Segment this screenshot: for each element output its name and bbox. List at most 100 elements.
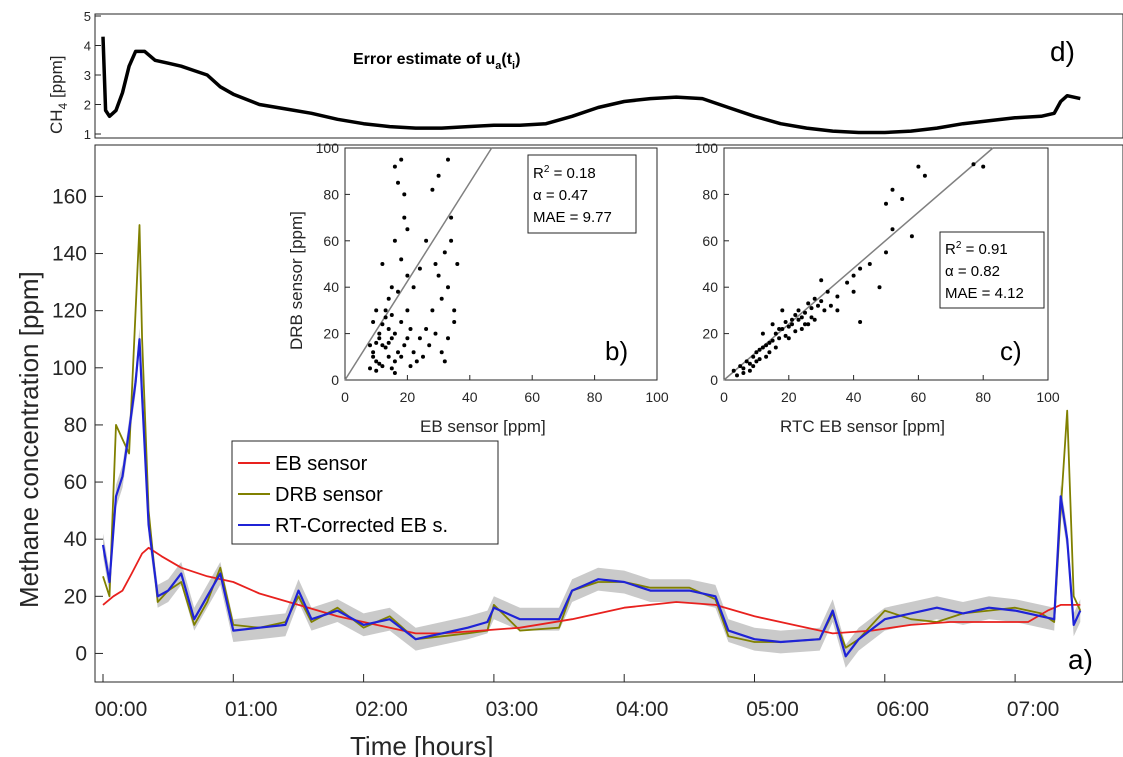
scatter-point [417,336,422,341]
scatter-point [417,266,422,271]
scatter-point [757,347,762,352]
scatter-point [446,336,450,341]
scatter-point [744,359,749,364]
inset-y-tick-label: 60 [323,233,339,249]
scatter-point [822,308,827,313]
stat-line: MAE = 4.12 [945,285,1024,302]
scatter-point [916,164,921,169]
inset-b-stats-box: R2 = 0.18 α = 0.47 MAE = 9.77 [527,154,637,234]
scatter-point [383,308,388,313]
inset-b-y-label: DRB sensor [ppm] [287,211,306,350]
scatter-point [383,345,388,350]
scatter-point [452,308,457,313]
y-tick-label: 160 [52,185,87,208]
scatter-point [851,289,856,294]
scatter-point [751,354,756,359]
inset-x-tick-label: 20 [400,389,416,405]
scatter-point [405,227,410,232]
scatter-point [890,227,895,232]
scatter-point [377,331,382,336]
scatter-point [803,322,807,327]
scatter-point [421,354,425,359]
scatter-point [777,336,782,341]
top-y-tick-label: 5 [84,9,91,24]
stat-line: α = 0.47 [533,187,588,204]
scatter-point [754,350,759,355]
scatter-point [760,345,765,350]
scatter-point [773,345,778,350]
scatter-point [796,317,801,322]
scatter-point [812,296,817,301]
scatter-point [392,371,397,375]
x-tick-label: 02:00 [355,698,408,721]
scatter-point [408,364,413,369]
scatter-point [738,364,743,369]
scatter-point [383,315,388,320]
inset-x-tick-label: 80 [975,389,991,405]
inset-x-tick-label: 80 [587,389,603,405]
scatter-point [799,315,804,320]
scatter-point [399,320,404,324]
scatter-point [374,308,379,313]
scatter-point [374,368,379,373]
scatter-point [747,361,752,366]
scatter-point [405,308,410,313]
inset-c-x-label: RTC EB sensor [ppm] [780,417,945,436]
scatter-point [455,262,460,266]
top-y-tick-label: 4 [84,39,91,54]
scatter-point [399,354,404,359]
panel-label-a: a) [1068,644,1093,675]
inset-y-tick-label: 100 [316,140,340,156]
top-y-ticks: 1 2 3 4 5 [84,9,101,142]
scatter-point [780,308,785,313]
scatter-point [392,238,397,243]
scatter-point [780,327,785,331]
scatter-point [825,289,830,294]
top-plot-axes [94,13,1123,139]
y-tick-label: 20 [64,585,87,608]
scatter-point [424,238,429,243]
scatter-point [812,317,817,322]
scatter-point [402,343,407,348]
scatter-point [867,262,872,266]
scatter-point [793,329,798,334]
scatter-point [747,368,752,373]
inset-x-tick-label: 0 [341,389,349,405]
scatter-point [436,273,441,278]
scatter-point [371,354,376,359]
scatter-point [786,336,791,341]
scatter-point [835,308,840,313]
scatter-point [389,313,394,317]
inset-c-stats-box: R2 = 0.91 α = 0.82 MAE = 4.12 [939,231,1045,309]
scatter-point [411,350,416,355]
inset-x-tick-label: 60 [524,389,540,405]
scatter-point [392,331,397,336]
scatter-point [796,308,801,313]
y-tick-label: 80 [64,414,87,437]
scatter-point [971,162,976,167]
scatter-point [731,368,736,373]
panel-label-c: c) [1000,336,1022,366]
scatter-point [770,322,775,327]
top-y-tick-label: 2 [84,98,91,113]
fit-line [344,147,493,381]
main-plot-axes [94,144,1123,683]
top-plot-area [101,36,1081,135]
inset-y-tick-label: 80 [702,186,718,202]
scatter-point [371,320,376,324]
scatter-point [449,238,454,243]
y-tick-label: 120 [52,300,87,323]
scatter-point [803,310,807,315]
scatter-point [806,322,811,327]
scatter-point [783,320,788,324]
scatter-point [790,322,794,327]
scatter-point [449,215,454,220]
x-tick-label: 00:00 [95,698,148,721]
scatter-point [858,266,863,271]
scatter-point [414,359,419,364]
scatter-point [374,359,379,364]
legend-label-2: DRB sensor [275,484,383,506]
scatter-point [439,296,444,301]
legend: EB sensor DRB sensor RT-Corrected EB s. [231,440,499,545]
